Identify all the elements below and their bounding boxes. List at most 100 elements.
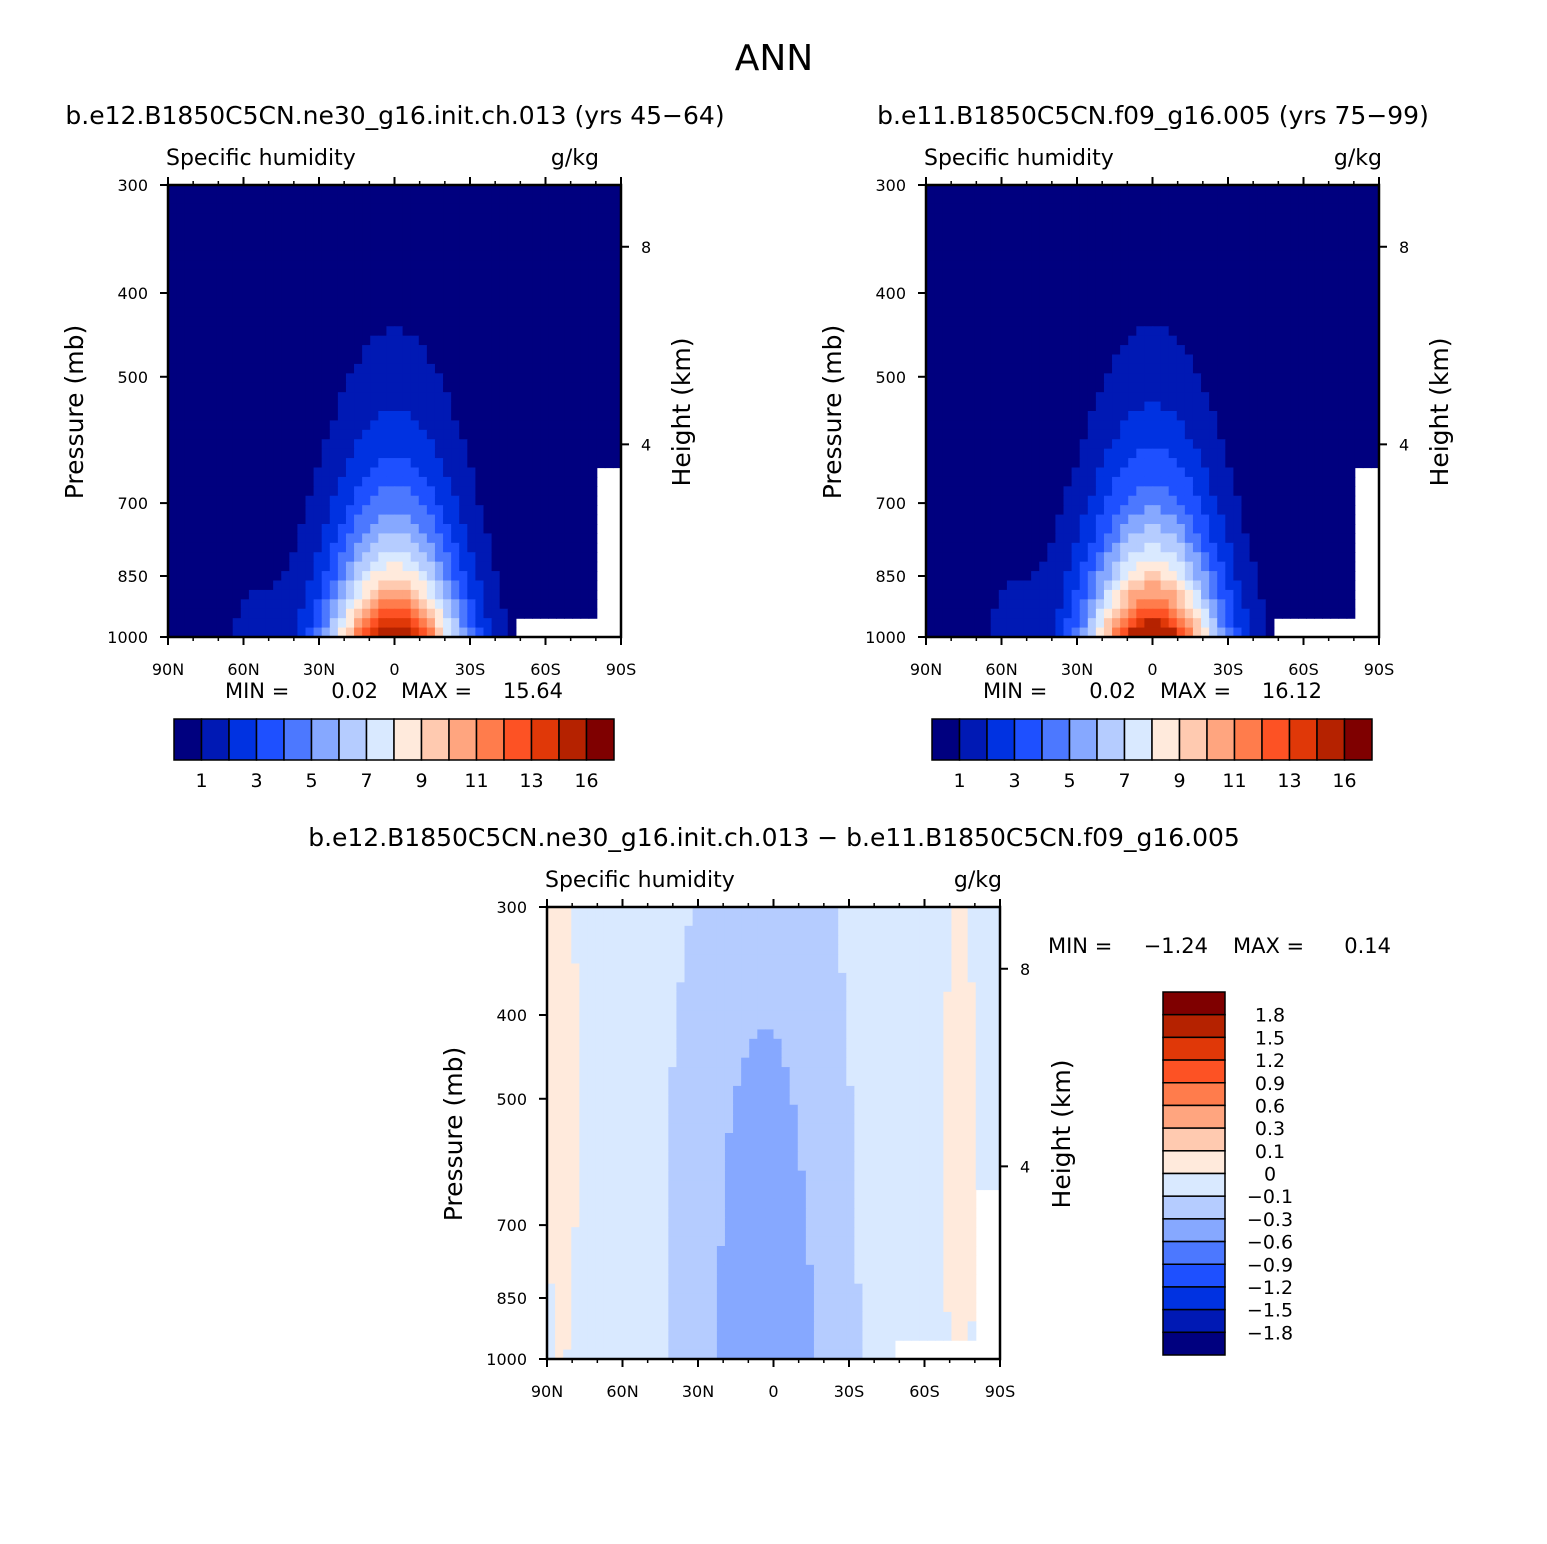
contour-cell <box>289 269 299 280</box>
contour-cell <box>1128 185 1137 196</box>
contour-cell <box>248 561 258 572</box>
contour-cell <box>265 533 274 544</box>
contour-cell <box>168 448 177 459</box>
contour-cell <box>1201 241 1210 252</box>
contour-cell <box>1209 185 1218 196</box>
contour-cell <box>1265 505 1275 516</box>
contour-cell <box>1281 476 1291 487</box>
contour-cell <box>434 298 444 309</box>
contour-cell <box>604 288 614 299</box>
contour-cell <box>1014 316 1024 327</box>
contour-cell <box>289 599 299 610</box>
contour-cell <box>362 298 371 309</box>
contour-cell <box>1047 241 1057 252</box>
contour-cell <box>321 307 331 318</box>
contour-cell <box>1322 335 1332 346</box>
contour-cell <box>184 505 193 516</box>
contour-cell <box>1136 401 1146 412</box>
contour-cell <box>1087 542 1097 553</box>
contour-cell <box>345 194 355 205</box>
contour-cell <box>313 542 323 553</box>
contour-cell <box>1257 495 1267 506</box>
contour-cell <box>1192 326 1202 337</box>
contour-cell <box>982 213 992 224</box>
contour-cell <box>1144 279 1154 290</box>
contour-cell <box>1281 194 1291 205</box>
contour-cell <box>1249 373 1259 384</box>
contour-cell <box>1225 260 1234 271</box>
contour-cell <box>1338 241 1348 252</box>
contour-cell <box>1217 260 1226 271</box>
contour-cell <box>394 627 404 638</box>
contour-cell <box>362 392 371 403</box>
contour-cell <box>934 222 943 233</box>
contour-cell <box>942 307 951 318</box>
contour-cell <box>1006 401 1016 412</box>
contour-cell <box>1225 307 1234 318</box>
contour-cell <box>1233 486 1243 497</box>
contour-cell <box>1039 486 1048 497</box>
contour-cell <box>273 335 282 346</box>
contour-cell <box>942 260 951 271</box>
contour-cell <box>232 298 242 309</box>
contour-cell <box>950 439 959 450</box>
contour-cell <box>386 213 396 224</box>
contour-cell <box>1047 571 1057 582</box>
contour-cell <box>1144 232 1154 243</box>
contour-cell <box>1290 533 1299 544</box>
contour-cell <box>426 307 436 318</box>
contour-cell <box>491 439 501 450</box>
contour-cell <box>200 439 210 450</box>
contour-cell <box>532 533 541 544</box>
contour-cell <box>1039 382 1048 393</box>
contour-cell <box>402 571 412 582</box>
contour-cell <box>950 458 959 469</box>
contour-cell <box>1023 429 1032 440</box>
contour-cell <box>1055 495 1065 506</box>
contour-cell <box>1023 260 1032 271</box>
contour-cell <box>1079 542 1089 553</box>
contour-cell <box>507 627 517 638</box>
contour-cell <box>1063 307 1073 318</box>
contour-cell <box>974 552 984 563</box>
contour-cell <box>1273 269 1283 280</box>
contour-cell <box>572 599 582 610</box>
contour-cell <box>256 486 266 497</box>
contour-cell <box>281 439 290 450</box>
contour-cell <box>926 542 935 553</box>
contour-cell <box>1209 335 1218 346</box>
contour-cell <box>184 185 193 196</box>
contour-cell <box>1103 250 1113 261</box>
contour-cell <box>192 288 201 299</box>
contour-cell <box>572 420 582 431</box>
contour-cell <box>572 524 582 535</box>
contour-cell <box>1023 382 1032 393</box>
contour-cell <box>1209 194 1218 205</box>
contour-cell <box>265 203 274 214</box>
contour-cell <box>184 250 193 261</box>
contour-cell <box>1306 194 1315 205</box>
contour-cell <box>200 552 210 563</box>
contour-cell <box>1120 448 1129 459</box>
contour-cell <box>386 373 396 384</box>
contour-cell <box>176 458 185 469</box>
contour-cell <box>426 542 436 553</box>
contour-cell <box>1362 288 1372 299</box>
contour-cell <box>942 279 951 290</box>
contour-cell <box>451 279 460 290</box>
contour-cell <box>1225 533 1234 544</box>
contour-cell <box>426 580 436 591</box>
contour-cell <box>281 608 290 619</box>
contour-cell <box>459 232 468 243</box>
contour-cell <box>934 505 943 516</box>
contour-cell <box>1063 363 1073 374</box>
contour-cell <box>329 448 339 459</box>
contour-cell <box>1273 467 1283 478</box>
contour-cell <box>216 354 226 365</box>
contour-cell <box>491 250 501 261</box>
contour-cell <box>386 439 396 450</box>
contour-cell <box>216 241 226 252</box>
contour-cell <box>394 580 404 591</box>
contour-cell <box>321 561 331 572</box>
contour-cell <box>1168 448 1178 459</box>
